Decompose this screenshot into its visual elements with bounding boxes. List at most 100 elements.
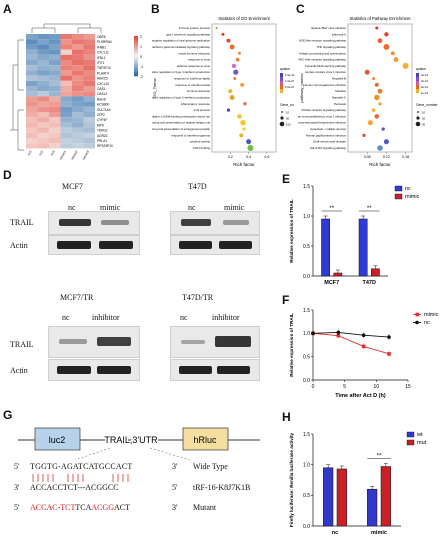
term-dot [390, 51, 395, 56]
wb-bottom-left-cell: MCF7/TR [60, 293, 94, 302]
legend-level: 5.0e-07 [285, 85, 294, 89]
wb-top-row-actin: Actin [10, 241, 28, 250]
heatmap-cell [26, 143, 38, 149]
mut-seq-part-e: ACGG [91, 503, 115, 512]
bar [321, 218, 330, 277]
trf-sequence: ACCACCTCT---ACGGCC [30, 483, 119, 492]
legend-color-swatch [280, 81, 283, 85]
legend-title: qvalue [280, 67, 290, 71]
heatmap-cell [49, 39, 61, 45]
wb-bottom-right-lane-1: nc [180, 313, 188, 322]
hrluc-box [182, 427, 229, 451]
heatmap-legend-swatch [134, 40, 138, 43]
go-title: Statistics of GO Enrichment [218, 16, 270, 21]
term-dot [383, 139, 389, 145]
bar [358, 218, 368, 277]
term-dot [374, 82, 379, 87]
heatmap-cell [72, 80, 84, 86]
heatmap-gene-label: HERC5 [97, 77, 108, 81]
heatmap-cell [83, 75, 95, 81]
heatmap-gene-label: OASL2 [97, 92, 108, 96]
legend-color-swatch [416, 77, 419, 81]
heatmap-gene-label: PLSRRN4 [97, 40, 112, 44]
heatmap-cell [37, 70, 49, 76]
y-tick-label: 1.0 [303, 214, 310, 220]
heatmap-cell [37, 80, 49, 86]
heatmap-legend-swatch [134, 58, 138, 61]
heatmap-cell [60, 143, 72, 149]
significance-label: ** [367, 206, 372, 212]
construct-map: luc2 TRAIL,3'UTR TRAIL,3'UTR hRluc [18, 427, 260, 460]
heatmap-legend-swatch [134, 72, 138, 75]
heatmap-cell [60, 122, 72, 128]
panel-label-a: A [3, 2, 12, 16]
trf-5prime: 5' [172, 483, 178, 492]
legend-size-title: Gene_number [416, 103, 439, 107]
construct-diagram: luc2 TRAIL,3'UTR TRAIL,3'UTR hRluc 5' TG… [0, 420, 280, 550]
term-dot [383, 43, 390, 50]
term-dot [377, 145, 383, 151]
term-label: cytokine activity [190, 140, 211, 144]
wb-bottom-right-lane-2: inhibitor [212, 313, 240, 322]
y-tick-label: 0.5 [303, 244, 310, 250]
heatmap-cell [37, 132, 49, 138]
y-axis-label: Relative expression of TRAIL [289, 313, 294, 377]
heatmap-cell [37, 143, 49, 149]
legend-label: mimic [405, 194, 420, 200]
heatmap-cell [49, 96, 61, 102]
heatmap-cell [26, 138, 38, 144]
go-term-labels: immune system process type I interferon s… [152, 26, 211, 150]
heatmap-cell [72, 106, 84, 112]
heatmap-legend-tick: 0 [140, 55, 142, 59]
wb-bottom-left-lane-2: inhibitor [92, 313, 120, 322]
legend-level: 1.5e-10 [285, 73, 294, 77]
term-dot [240, 82, 245, 87]
term-dot [229, 44, 235, 50]
legend-marker [415, 320, 419, 325]
heatmap-cell [37, 106, 49, 112]
y-tick-label: 0.0 [303, 378, 310, 384]
term-dot [402, 62, 409, 69]
heatmap-legend-swatch [134, 74, 138, 77]
term-label: Hepatitis B [332, 77, 346, 81]
heatmap-cell [60, 80, 72, 86]
y-tick-label: 1.5 [303, 432, 310, 438]
heatmap-gene-label: BSGS [97, 97, 106, 101]
wb-top-right-trail-blot [170, 211, 260, 235]
kegg-term-labels: Epstein-Barr virus infection Influenza A N… [298, 26, 347, 150]
term-label: NOD-like receptor signaling pathway [299, 39, 346, 43]
heatmap-cell [26, 112, 38, 118]
legend-color-swatch [280, 77, 283, 81]
heatmap-legend-swatch [134, 36, 138, 39]
heatmap-cell [72, 86, 84, 92]
heatmap-cell [26, 60, 38, 66]
heatmap-cell [72, 96, 84, 102]
term-label: Graft-versus-host disease [313, 140, 346, 144]
term-label: defense response to virus [177, 64, 211, 68]
x-tick-label: 10 [374, 384, 380, 390]
y-tick-label: 0.0 [303, 274, 310, 280]
heatmap-cell [72, 143, 84, 149]
wb-top-left-actin-blot [48, 235, 140, 255]
term-label: immune response [187, 89, 210, 93]
wb-bottom-right-cell: T47D/TR [182, 293, 214, 302]
mut-seq-part-f: ACT [114, 503, 131, 512]
heatmap-cell [60, 127, 72, 133]
heatmap-legend-swatch [134, 50, 138, 53]
heatmap-cell [37, 112, 49, 118]
heatmap-legend-swatch [134, 54, 138, 57]
x-tick-label: 0.12 [383, 155, 390, 159]
term-dot [242, 127, 246, 131]
heatmap-cell [26, 127, 38, 133]
hrluc-label: hRluc [193, 435, 217, 445]
heatmap-legend-swatch [134, 70, 138, 73]
heatmap-cell [37, 54, 49, 60]
term-dot [233, 77, 237, 80]
wb-top-right-lane-1: nc [188, 203, 196, 212]
legend-color-swatch [280, 85, 283, 89]
x-tick-label: 0.06 [364, 155, 371, 159]
x-tick-label: 0.2 [228, 155, 233, 159]
heatmap-gene-label: CXCL10 [97, 82, 109, 86]
heatmap-cell [72, 70, 84, 76]
x-tick-label: MCF7 [324, 280, 339, 286]
